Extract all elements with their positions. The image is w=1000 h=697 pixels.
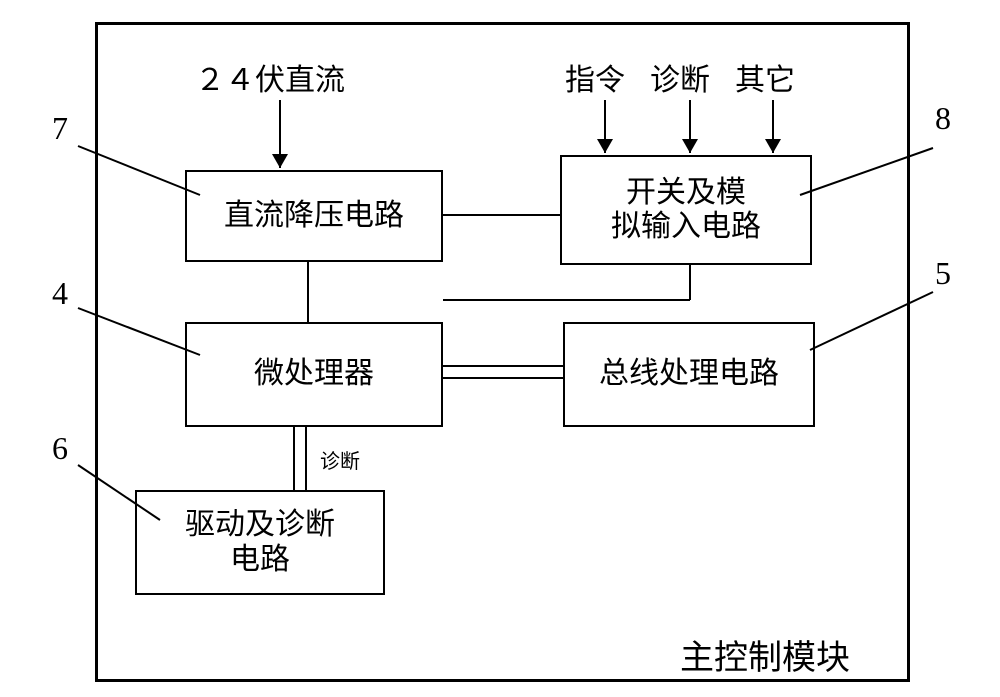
block-switch-analog-input: 开关及模拟输入电路: [560, 155, 812, 265]
callout-7: 7: [52, 110, 68, 147]
diagram-stage: 直流降压电路 开关及模拟输入电路 微处理器 总线处理电路 驱动及诊断电路 ２４伏…: [0, 0, 1000, 697]
module-title: 主控制模块: [680, 630, 850, 679]
block-bus-processing: 总线处理电路: [563, 322, 815, 427]
block-label: 总线处理电路: [599, 357, 779, 392]
block-microprocessor: 微处理器: [185, 322, 443, 427]
block-label: 开关及模拟输入电路: [611, 176, 761, 245]
label-24v-dc: ２４伏直流: [195, 55, 345, 99]
callout-4: 4: [52, 275, 68, 312]
block-label: 直流降压电路: [224, 199, 404, 234]
block-dc-stepdown: 直流降压电路: [185, 170, 443, 262]
block-label: 微处理器: [254, 357, 374, 392]
label-diagnose-small: 诊断: [320, 445, 360, 474]
block-label: 驱动及诊断电路: [185, 508, 335, 577]
block-drive-diagnostic: 驱动及诊断电路: [135, 490, 385, 595]
callout-5: 5: [935, 255, 951, 292]
callout-6: 6: [52, 430, 68, 467]
label-other: 其它: [735, 55, 795, 99]
label-diagnose: 诊断: [650, 55, 710, 99]
label-command: 指令: [565, 55, 625, 99]
callout-8: 8: [935, 100, 951, 137]
